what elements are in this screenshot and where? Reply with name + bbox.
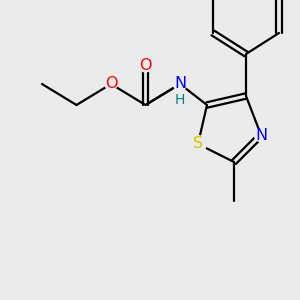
Text: N: N [255,128,267,142]
Text: O: O [139,58,152,74]
Circle shape [173,77,187,91]
Text: O: O [105,76,117,92]
Circle shape [105,78,117,90]
Circle shape [140,60,152,72]
Circle shape [254,128,268,142]
Text: H: H [175,94,185,107]
Circle shape [175,95,185,106]
Text: N: N [174,76,186,92]
Circle shape [190,136,206,152]
Text: S: S [193,136,203,152]
